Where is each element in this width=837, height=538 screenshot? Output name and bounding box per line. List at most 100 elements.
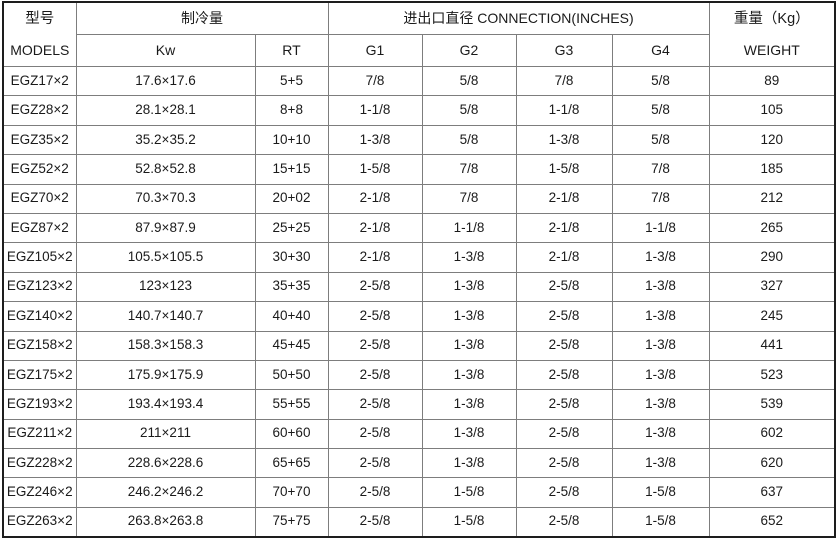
cell-g4: 1-3/8 (611, 359, 710, 391)
cell-kw: 228.6×228.6 (75, 448, 256, 479)
cell-kw: 17.6×17.6 (75, 65, 256, 97)
cell-weight: 523 (708, 359, 836, 391)
cell-g4: 5/8 (611, 95, 710, 126)
table-row: EGZ263×2 263.8×263.8 75+75 2-5/8 1-5/8 2-5/8 1… (2, 506, 836, 538)
cell-kw: 123×123 (75, 271, 256, 303)
cell-model: EGZ193×2 (2, 389, 77, 420)
cell-weight: 290 (708, 242, 836, 273)
cell-g4: 1-5/8 (611, 477, 710, 508)
cell-g4: 1-3/8 (611, 389, 710, 420)
cell-kw: 263.8×263.8 (75, 506, 256, 538)
cell-rt: 30+30 (254, 242, 329, 273)
cell-g2: 1-3/8 (421, 242, 517, 273)
cell-rt: 35+35 (254, 271, 329, 303)
cell-rt: 20+02 (254, 183, 329, 214)
cell-model: EGZ87×2 (2, 212, 77, 244)
table-row: EGZ158×2 158.3×158.3 45+45 2-5/8 1-3/8 2-5/8 1… (2, 330, 836, 361)
cell-g2: 1-3/8 (421, 448, 517, 479)
cell-g3: 1-5/8 (515, 154, 613, 185)
header-model-cn: 型号 (25, 10, 55, 27)
cell-g3: 2-5/8 (515, 330, 613, 361)
cell-rt: 5+5 (254, 65, 329, 97)
cell-kw: 28.1×28.1 (75, 95, 256, 126)
cell-kw: 246.2×246.2 (75, 477, 256, 508)
cell-kw: 175.9×175.9 (75, 359, 256, 391)
cell-g3: 2-5/8 (515, 448, 613, 479)
cell-g4: 1-3/8 (611, 448, 710, 479)
cell-g1: 2-5/8 (327, 301, 423, 332)
cell-g4: 5/8 (611, 65, 710, 97)
cell-g4: 1-3/8 (611, 271, 710, 303)
cell-weight: 620 (708, 448, 836, 479)
table-row: EGZ105×2 105.5×105.5 30+30 2-1/8 1-3/8 2-1/8 1… (2, 242, 836, 273)
cell-weight: 89 (708, 65, 836, 97)
cell-g4: 5/8 (611, 124, 710, 156)
cell-kw: 105.5×105.5 (75, 242, 256, 273)
cell-g1: 2-5/8 (327, 271, 423, 303)
cell-g1: 2-5/8 (327, 389, 423, 420)
cell-kw: 87.9×87.9 (75, 212, 256, 244)
cell-g1: 1-1/8 (327, 95, 423, 126)
header-model-en: MODELS (10, 41, 70, 58)
cell-g3: 2-5/8 (515, 389, 613, 420)
cell-model: EGZ228×2 (2, 448, 77, 479)
cell-g3: 1-3/8 (515, 124, 613, 156)
table-row: EGZ228×2 228.6×228.6 65+65 2-5/8 1-3/8 2-5/8 1… (2, 448, 836, 479)
table-header: 型号 MODELS 制冷量 进出口直径 CONNECTION(INCHES) 重… (2, 1, 836, 67)
header-row-group: 型号 MODELS 制冷量 进出口直径 CONNECTION(INCHES) 重… (2, 1, 836, 67)
cell-g2: 1-5/8 (421, 506, 517, 538)
header-connection-group: 进出口直径 CONNECTION(INCHES) (327, 1, 710, 35)
cell-g2: 1-5/8 (421, 477, 517, 508)
cell-rt: 65+65 (254, 448, 329, 479)
cell-rt: 75+75 (254, 506, 329, 538)
cell-g4: 1-3/8 (611, 301, 710, 332)
table-row: EGZ35×2 35.2×35.2 10+10 1-3/8 5/8 1-3/8 5/8 120 (2, 124, 836, 156)
cell-rt: 15+15 (254, 154, 329, 185)
cell-g2: 7/8 (421, 183, 517, 214)
cell-model: EGZ17×2 (2, 65, 77, 97)
cell-weight: 120 (708, 124, 836, 156)
cell-kw: 70.3×70.3 (75, 183, 256, 214)
cell-rt: 70+70 (254, 477, 329, 508)
cell-g3: 2-5/8 (515, 506, 613, 538)
cell-model: EGZ246×2 (2, 477, 77, 508)
cell-weight: 265 (708, 212, 836, 244)
cell-g2: 5/8 (421, 124, 517, 156)
cell-g3: 2-1/8 (515, 242, 613, 273)
cell-rt: 10+10 (254, 124, 329, 156)
cell-g4: 7/8 (611, 183, 710, 214)
cell-g3: 2-5/8 (515, 301, 613, 332)
table-row: EGZ87×2 87.9×87.9 25+25 2-1/8 1-1/8 2-1/8 1-1/… (2, 212, 836, 244)
header-weight-cn: 重量（Kg） (733, 10, 810, 27)
table-row: EGZ246×2 246.2×246.2 70+70 2-5/8 1-5/8 2-5/8 1… (2, 477, 836, 508)
cell-weight: 105 (708, 95, 836, 126)
cell-g4: 7/8 (611, 154, 710, 185)
cell-rt: 60+60 (254, 418, 329, 450)
cell-rt: 25+25 (254, 212, 329, 244)
table-body: EGZ17×2 17.6×17.6 5+5 7/8 5/8 7/8 5/8 89 EGZ28×2… (2, 65, 836, 538)
header-model: 型号 MODELS (2, 1, 77, 67)
cell-g1: 2-5/8 (327, 506, 423, 538)
cell-g1: 2-5/8 (327, 448, 423, 479)
cell-kw: 193.4×193.4 (75, 389, 256, 420)
cell-g3: 2-5/8 (515, 418, 613, 450)
cell-g4: 1-5/8 (611, 506, 710, 538)
cell-g4: 1-3/8 (611, 418, 710, 450)
cell-model: EGZ28×2 (2, 95, 77, 126)
cell-weight: 212 (708, 183, 836, 214)
cell-model: EGZ140×2 (2, 301, 77, 332)
cell-kw: 211×211 (75, 418, 256, 450)
header-row-sub: Kw RT G1 G2 G3 G4 (3, 34, 835, 67)
cell-g2: 7/8 (421, 154, 517, 185)
cell-model: EGZ211×2 (2, 418, 77, 450)
cell-g3: 2-1/8 (515, 183, 613, 214)
table-row: EGZ28×2 28.1×28.1 8+8 1-1/8 5/8 1-1/8 5/8 105 (2, 95, 836, 126)
cell-model: EGZ123×2 (2, 271, 77, 303)
cell-kw: 52.8×52.8 (75, 154, 256, 185)
cell-g1: 7/8 (327, 65, 423, 97)
cell-kw: 35.2×35.2 (75, 124, 256, 156)
cell-model: EGZ105×2 (2, 242, 77, 273)
header-g4: G4 (611, 34, 710, 67)
cell-g2: 1-3/8 (421, 359, 517, 391)
